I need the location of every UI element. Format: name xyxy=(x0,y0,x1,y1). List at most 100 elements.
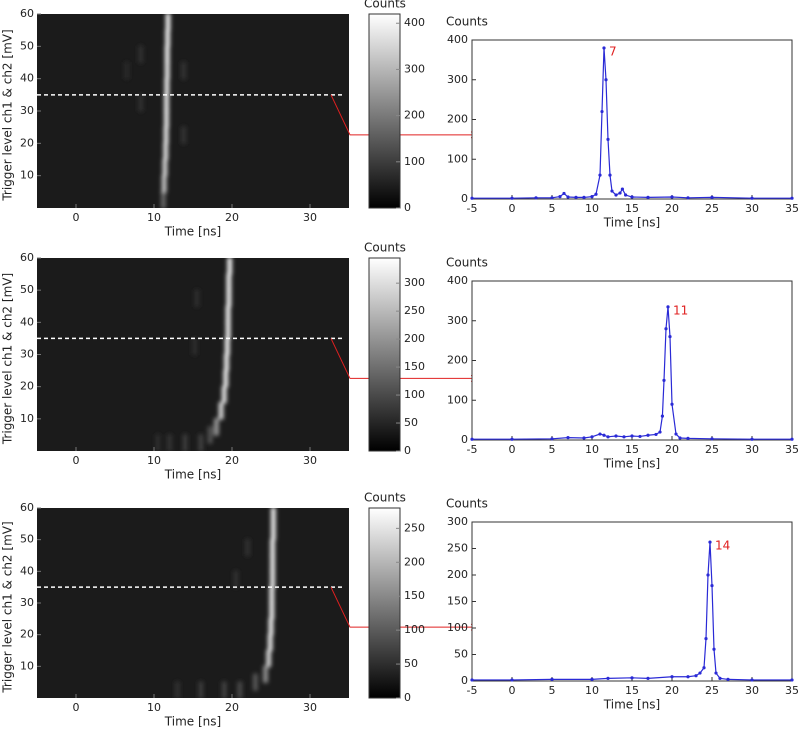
colorbar-tick-label: 200 xyxy=(404,109,425,122)
data-point xyxy=(602,433,606,437)
y-tick-label: 50 xyxy=(20,533,34,546)
heat-cell xyxy=(266,649,271,667)
data-point xyxy=(750,196,754,200)
data-point xyxy=(630,676,634,680)
heat-cell xyxy=(267,634,273,652)
plot-background xyxy=(37,14,349,208)
data-point xyxy=(510,196,514,200)
y-tick-label: 250 xyxy=(447,542,468,555)
data-point xyxy=(666,305,670,309)
data-point xyxy=(590,195,594,199)
x-tick-label: 20 xyxy=(225,701,239,714)
y-tick-label: 50 xyxy=(20,39,34,52)
x-tick-label: 10 xyxy=(585,202,599,215)
data-point xyxy=(638,434,642,439)
heat-cell xyxy=(270,570,275,588)
x-axis-label: Time [ns] xyxy=(603,216,660,230)
heat-cell xyxy=(165,29,170,47)
heat-cell xyxy=(194,289,200,307)
data-point xyxy=(660,414,665,418)
y-tick-label: 300 xyxy=(447,314,468,327)
x-tick-label: 30 xyxy=(745,202,759,215)
colorbar-label: Counts xyxy=(364,241,406,255)
colorbar-tick-label: 100 xyxy=(404,155,425,168)
y-tick-label: 40 xyxy=(20,315,34,328)
data-point xyxy=(750,437,754,441)
data-point xyxy=(706,573,710,577)
heat-cell xyxy=(181,126,186,144)
data-point xyxy=(598,173,602,177)
data-point xyxy=(750,678,754,682)
x-tick-label: 25 xyxy=(705,684,719,697)
heat-cell xyxy=(253,673,258,691)
heat-cell xyxy=(162,158,168,177)
colorbar-label: Counts xyxy=(364,0,406,11)
heat-cell xyxy=(198,681,204,698)
data-point xyxy=(610,189,614,193)
heat-cell xyxy=(181,61,186,80)
heat-cell xyxy=(161,175,167,193)
y-tick-label: 30 xyxy=(20,348,34,361)
heat-cell xyxy=(221,681,227,698)
colorbar-tick-label: 50 xyxy=(404,416,418,429)
plot-frame xyxy=(471,39,793,200)
y-tick-label: 10 xyxy=(20,659,34,672)
y-axis-label: Trigger level ch1 & ch2 [mV] xyxy=(1,273,15,445)
y-tick-label: 50 xyxy=(20,283,34,296)
data-point xyxy=(646,433,650,437)
colorbar-tick-label: 100 xyxy=(404,388,425,401)
heat-cell xyxy=(237,681,243,698)
heat-cell xyxy=(155,434,161,451)
arrow xyxy=(330,586,478,627)
x-tick-label: 0 xyxy=(73,701,80,714)
x-tick-label: 10 xyxy=(147,211,161,224)
x-tick-label: 0 xyxy=(509,684,516,697)
heat-cell xyxy=(167,434,172,451)
colorbar-tick-label: 150 xyxy=(404,589,425,602)
peak-label: 14 xyxy=(715,539,730,553)
y-tick-label: 300 xyxy=(447,73,468,86)
y-tick-label: 100 xyxy=(447,152,468,165)
data-point xyxy=(622,435,626,439)
data-point xyxy=(614,434,618,438)
heat-cell xyxy=(221,386,227,404)
y-tick-label: 40 xyxy=(20,564,34,577)
plot-background xyxy=(37,508,349,698)
x-tick-label: 30 xyxy=(745,443,759,456)
colorbar-tick-label: 0 xyxy=(404,201,411,214)
data-point xyxy=(718,676,722,680)
x-tick-label: 0 xyxy=(73,454,80,467)
data-point xyxy=(562,191,566,196)
data-point xyxy=(566,195,570,199)
colorbar-tick-label: 250 xyxy=(404,304,425,317)
heat-cell xyxy=(207,426,213,444)
data-point xyxy=(606,137,610,141)
plot-frame xyxy=(471,521,793,682)
x-tick-label: 10 xyxy=(147,701,161,714)
x-tick-label: 5 xyxy=(549,443,556,456)
x-tick-label: -5 xyxy=(467,684,478,697)
arrow xyxy=(330,338,478,378)
colorbar-tick-label: 0 xyxy=(404,691,411,704)
colorbar xyxy=(368,507,401,699)
data-point xyxy=(608,173,612,177)
x-tick-label: 15 xyxy=(625,443,639,456)
data-point xyxy=(686,436,690,441)
colorbar-tick-label: 400 xyxy=(404,16,425,29)
colorbar-tick-label: 200 xyxy=(404,332,425,345)
colorbar-tick-label: 250 xyxy=(404,521,425,534)
plot-frame xyxy=(471,280,793,441)
colorbar-tick-label: 50 xyxy=(404,657,418,670)
x-tick-label: 20 xyxy=(225,454,239,467)
heat-cell xyxy=(226,273,232,291)
x-tick-label: 25 xyxy=(705,202,719,215)
data-point xyxy=(790,678,794,682)
data-point xyxy=(646,676,650,680)
x-tick-label: 35 xyxy=(785,684,799,697)
x-tick-label: 10 xyxy=(585,443,599,456)
heat-cell xyxy=(263,665,268,683)
heat-cell xyxy=(226,289,232,307)
data-point xyxy=(646,195,650,200)
data-point xyxy=(710,584,714,588)
